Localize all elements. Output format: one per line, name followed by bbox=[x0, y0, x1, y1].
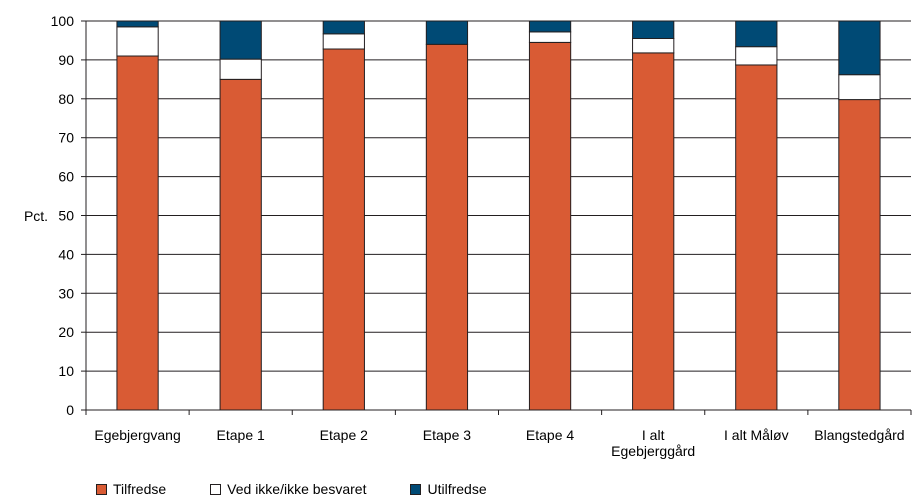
bar-segment bbox=[632, 38, 675, 54]
x-tick-label: I alt bbox=[642, 427, 665, 443]
legend-swatch bbox=[96, 483, 107, 495]
legend-label: Ved ikke/ikke besvaret bbox=[227, 481, 367, 497]
bar-segment bbox=[322, 48, 365, 411]
bar-segment bbox=[116, 20, 159, 28]
legend-label: Utilfredse bbox=[427, 481, 487, 497]
y-tick-label: 10 bbox=[58, 363, 74, 379]
y-axis-label: Pct. bbox=[24, 208, 48, 224]
bar-segment bbox=[116, 55, 159, 411]
legend-swatch bbox=[210, 483, 222, 495]
y-tick-label: 80 bbox=[58, 91, 74, 107]
bar-segment bbox=[735, 64, 778, 411]
bar-segment bbox=[735, 46, 778, 66]
x-tick-label: Egebjergvang bbox=[94, 427, 180, 443]
legend-item: Utilfredse bbox=[410, 481, 487, 497]
x-tick-label: Etape 3 bbox=[423, 427, 471, 443]
bar-segment bbox=[425, 43, 469, 411]
bar-segment bbox=[528, 20, 572, 33]
x-tick-label: Etape 1 bbox=[217, 427, 265, 443]
bar-segment bbox=[528, 41, 572, 411]
x-tick-label: Blangstedgård bbox=[814, 427, 904, 443]
bar-segment bbox=[838, 20, 881, 76]
bar-segment bbox=[838, 74, 881, 101]
legend-item: Ved ikke/ikke besvaret bbox=[210, 481, 366, 497]
y-tick-label: 0 bbox=[66, 402, 74, 418]
bar-segment bbox=[219, 58, 262, 80]
y-tick-label: 100 bbox=[51, 13, 75, 29]
x-tick-label: Etape 2 bbox=[320, 427, 368, 443]
bar-segment bbox=[425, 20, 469, 45]
x-tick-label: Etape 4 bbox=[526, 427, 574, 443]
bar-segment bbox=[632, 20, 675, 40]
legend-item: Tilfredse bbox=[96, 481, 166, 497]
bar-segment bbox=[838, 99, 881, 411]
bar-segment bbox=[735, 20, 778, 48]
y-tick-label: 60 bbox=[58, 169, 74, 185]
bar-segment bbox=[528, 31, 572, 43]
bar-segment bbox=[116, 26, 159, 57]
x-tick-label: I alt Måløv bbox=[724, 427, 789, 443]
y-tick-label: 50 bbox=[58, 208, 74, 224]
bar-segment bbox=[219, 78, 262, 411]
y-tick-label: 70 bbox=[58, 130, 74, 146]
bar-segment bbox=[219, 20, 262, 60]
legend: Tilfredse Ved ikke/ikke besvaret Utilfreds… bbox=[96, 481, 531, 497]
bar-segment bbox=[322, 33, 365, 50]
stacked-bar-chart: Pct. 0 10 20 30 40 50 60 70 80 90 100 Egebjergvang E… bbox=[24, 13, 912, 459]
legend-swatch bbox=[410, 483, 422, 495]
bar-segment bbox=[632, 52, 675, 411]
y-tick-label: 40 bbox=[58, 246, 74, 262]
y-tick-label: 90 bbox=[58, 52, 74, 68]
bar-segment bbox=[322, 20, 365, 35]
y-tick-label: 20 bbox=[58, 324, 74, 340]
y-tick-label: 30 bbox=[58, 285, 74, 301]
x-tick-label: Egebjerggård bbox=[611, 443, 695, 459]
legend-label: Tilfredse bbox=[113, 481, 167, 497]
